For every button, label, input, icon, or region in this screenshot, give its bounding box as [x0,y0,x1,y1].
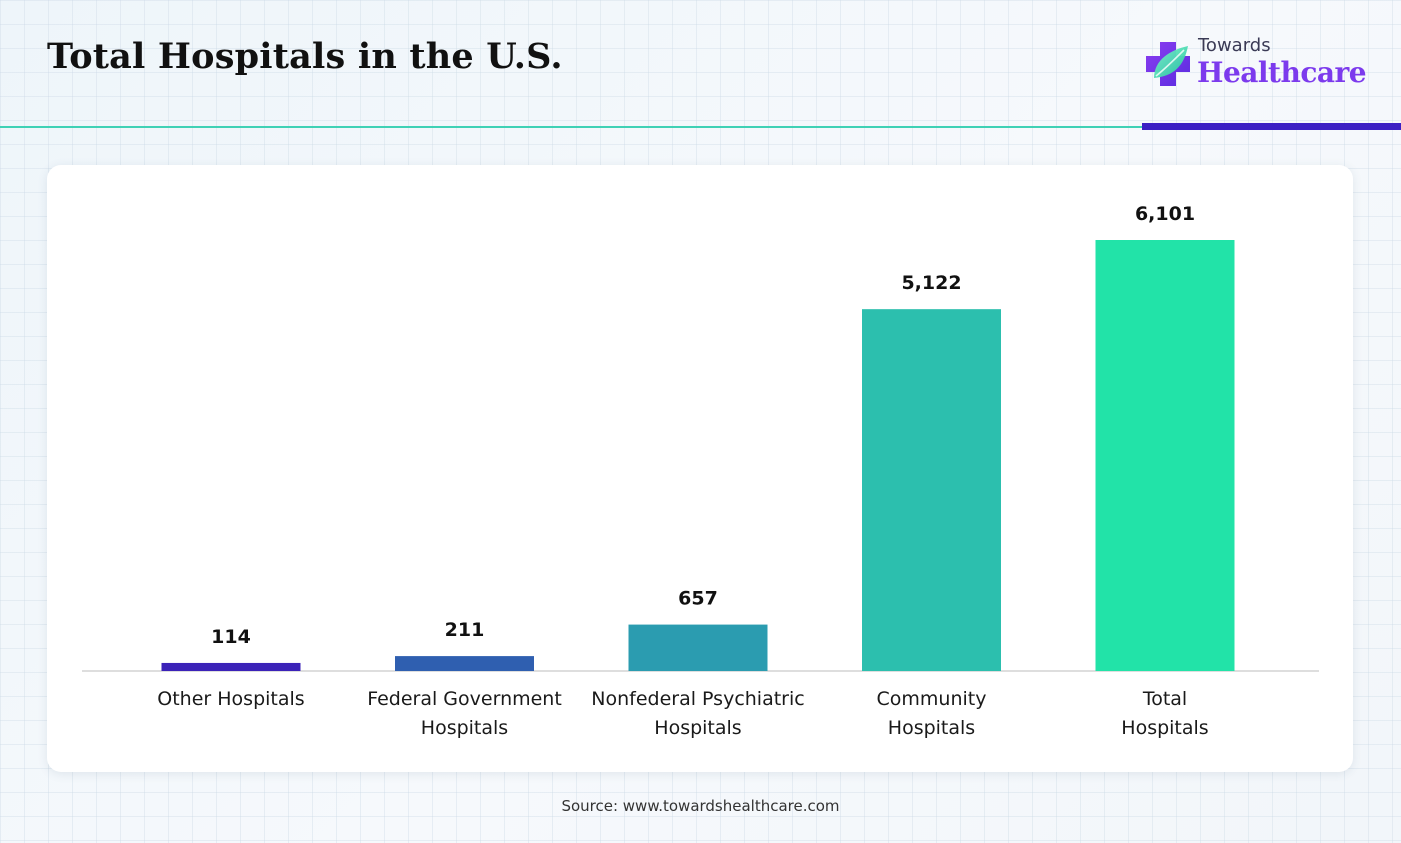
bar-nonfederal-psychiatric-hospitals [628,624,768,671]
bar-chart: 114 211 657 5,122 6,101 Other Hospitals Feder… [82,203,1319,739]
category-label-total-hospitals: Total Hospitals [1121,688,1208,739]
logo-top-text: Towards [1198,35,1271,56]
bar-federal-government-hospitals [395,656,534,671]
source-note: Source: www.towardshealthcare.com [561,797,840,815]
value-labels-group: 114 211 657 5,122 6,101 [211,203,1195,648]
category-label-federal-government-hospitals: Federal Government Hospitals [367,688,562,739]
brand-logo: Towards Healthcare [1144,34,1367,96]
page-title: Total Hospitals in the U.S. [47,36,563,77]
value-label-total-hospitals: 6,101 [1135,203,1195,225]
logo-main-text: Healthcare [1197,56,1367,89]
value-label-nonfederal-psychiatric-hospitals: 657 [678,588,718,610]
header-divider-teal [0,126,1142,128]
value-label-federal-government-hospitals: 211 [445,619,485,641]
category-label-community-hospitals: Community Hospitals [877,688,987,739]
category-label-other-hospitals: Other Hospitals [157,688,304,710]
value-label-other-hospitals: 114 [211,626,251,648]
category-labels-group: Other Hospitals Federal Government Hospita… [157,688,1208,739]
medical-cross-leaf-icon [1146,42,1190,86]
bar-community-hospitals [862,309,1001,671]
bars-group [161,240,1235,671]
category-label-nonfederal-psychiatric-hospitals: Nonfederal Psychiatric Hospitals [591,688,804,739]
bar-total-hospitals [1095,240,1235,671]
bar-other-hospitals [161,662,301,671]
header-divider-indigo [1142,123,1401,130]
value-label-community-hospitals: 5,122 [901,272,961,294]
chart-card: 114 211 657 5,122 6,101 Other Hospitals Feder… [47,165,1353,772]
